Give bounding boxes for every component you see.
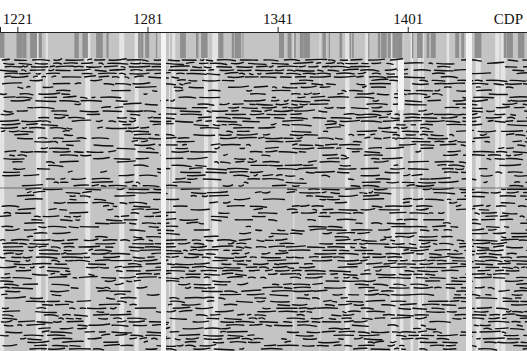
- trace-gap: [398, 60, 404, 110]
- wiggle-texture: [1, 304, 527, 344]
- tick-mark: [17, 27, 18, 32]
- tick: 1401: [393, 11, 423, 32]
- tick-label: 1221: [3, 11, 33, 27]
- top-band: [0, 32, 524, 58]
- tick-mark: [278, 27, 279, 32]
- plot-area: [0, 32, 527, 351]
- tick-label: 1401: [393, 11, 423, 27]
- wiggle-texture: [0, 222, 527, 262]
- wiggle-texture: [0, 100, 527, 140]
- trace-gap: [466, 32, 472, 351]
- axis-line: [1, 27, 527, 33]
- wiggle-texture: [0, 263, 527, 303]
- x-axis: 1221 1281 1341 1401: [1, 11, 527, 33]
- trace-gap: [161, 32, 166, 351]
- wiggle-texture: [3, 140, 527, 180]
- wiggle-texture: [3, 345, 527, 351]
- tick-label: 1341: [263, 11, 293, 27]
- tick-mark: [408, 27, 409, 32]
- tick: 1281: [133, 11, 163, 32]
- tick: 1341: [263, 11, 293, 32]
- trace-columns: [0, 32, 506, 351]
- wiggle-texture: [0, 59, 527, 99]
- tick: 1221: [3, 11, 33, 32]
- tick-label: 1281: [133, 11, 163, 27]
- horizon-line: [0, 188, 527, 189]
- seismic-chart: 1221 1281 1341 1401 CDP: [0, 0, 527, 351]
- wiggle-texture: [0, 181, 527, 221]
- tick-mark: [147, 27, 148, 32]
- axis-title: CDP: [494, 11, 523, 27]
- section-background: [0, 32, 527, 351]
